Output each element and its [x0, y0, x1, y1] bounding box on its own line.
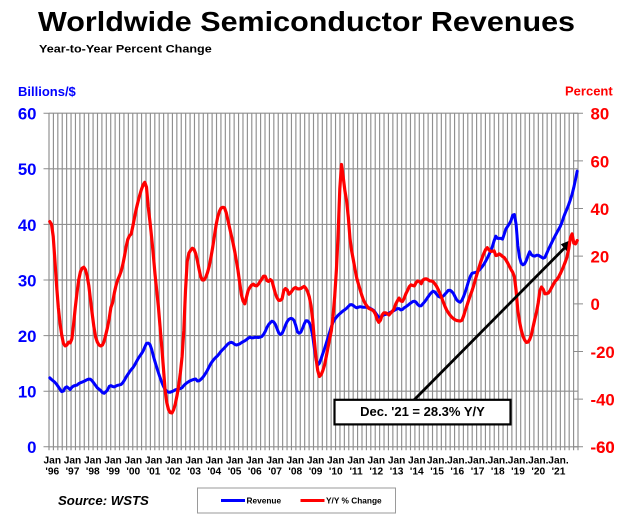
svg-text:'19: '19 — [511, 466, 525, 477]
svg-text:Dec. '21 = 28.3% Y/Y: Dec. '21 = 28.3% Y/Y — [360, 404, 485, 419]
svg-text:80: 80 — [591, 105, 610, 124]
svg-text:'11: '11 — [349, 466, 363, 477]
svg-text:'10: '10 — [329, 466, 343, 477]
svg-text:10: 10 — [18, 383, 37, 402]
svg-text:Worldwide Semiconductor Revenu: Worldwide Semiconductor Revenues — [38, 8, 575, 38]
svg-text:-60: -60 — [591, 438, 615, 457]
svg-text:Jan.: Jan. — [427, 455, 448, 466]
svg-text:Year-to-Year Percent Change: Year-to-Year Percent Change — [39, 42, 212, 55]
svg-text:'16: '16 — [450, 466, 464, 477]
svg-text:Jan: Jan — [44, 455, 62, 466]
svg-text:Jan: Jan — [226, 455, 244, 466]
svg-text:'98: '98 — [86, 466, 100, 477]
svg-text:Jan.: Jan. — [488, 455, 509, 466]
svg-text:'04: '04 — [207, 466, 221, 477]
svg-text:Jan: Jan — [206, 455, 224, 466]
svg-text:Jan: Jan — [64, 455, 82, 466]
svg-text:'15: '15 — [430, 466, 444, 477]
svg-text:Jan: Jan — [368, 455, 386, 466]
svg-text:'21: '21 — [552, 466, 566, 477]
svg-text:Jan.: Jan. — [548, 455, 569, 466]
svg-text:Y/Y % Change: Y/Y % Change — [326, 496, 382, 506]
svg-text:'00: '00 — [126, 466, 140, 477]
svg-text:'12: '12 — [369, 466, 383, 477]
svg-text:'07: '07 — [268, 466, 282, 477]
svg-text:Jan.: Jan. — [528, 455, 549, 466]
svg-text:'01: '01 — [147, 466, 161, 477]
svg-text:Jan: Jan — [408, 455, 426, 466]
svg-text:'99: '99 — [106, 466, 120, 477]
svg-text:-60: -60 — [591, 438, 615, 457]
svg-text:Jan: Jan — [185, 455, 203, 466]
svg-text:40: 40 — [18, 216, 37, 235]
svg-text:Jan.: Jan. — [447, 455, 468, 466]
svg-text:'05: '05 — [228, 466, 242, 477]
svg-text:Jan: Jan — [266, 455, 284, 466]
svg-text:30: 30 — [18, 271, 37, 290]
svg-text:Revenue: Revenue — [247, 496, 282, 506]
svg-text:50: 50 — [18, 160, 37, 179]
svg-text:Source: WSTS: Source: WSTS — [58, 493, 149, 508]
svg-text:Jan: Jan — [388, 455, 406, 466]
svg-text:-40: -40 — [591, 391, 615, 410]
svg-text:'02: '02 — [167, 466, 181, 477]
svg-text:'18: '18 — [491, 466, 505, 477]
svg-text:60: 60 — [591, 152, 610, 171]
svg-text:Jan: Jan — [125, 455, 143, 466]
svg-text:Jan: Jan — [287, 455, 305, 466]
svg-text:Jan: Jan — [104, 455, 122, 466]
svg-text:Jan: Jan — [84, 455, 102, 466]
svg-text:40: 40 — [591, 200, 610, 219]
svg-text:'97: '97 — [66, 466, 80, 477]
svg-text:20: 20 — [18, 327, 37, 346]
svg-text:0: 0 — [591, 295, 600, 314]
svg-text:Jan: Jan — [307, 455, 325, 466]
svg-text:'17: '17 — [471, 466, 485, 477]
svg-text:Jan: Jan — [327, 455, 345, 466]
svg-text:Jan.: Jan. — [508, 455, 529, 466]
svg-text:'20: '20 — [531, 466, 545, 477]
svg-text:-20: -20 — [591, 343, 615, 362]
svg-text:Jan: Jan — [165, 455, 183, 466]
svg-text:Jan.: Jan. — [467, 455, 488, 466]
svg-text:'08: '08 — [288, 466, 302, 477]
svg-text:Jan: Jan — [145, 455, 163, 466]
svg-text:'13: '13 — [390, 466, 404, 477]
svg-text:Percent: Percent — [565, 84, 613, 99]
svg-text:'96: '96 — [45, 466, 59, 477]
svg-text:0: 0 — [27, 438, 36, 457]
svg-text:'09: '09 — [309, 466, 323, 477]
svg-text:'06: '06 — [248, 466, 262, 477]
svg-text:60: 60 — [18, 105, 37, 124]
svg-text:20: 20 — [591, 248, 610, 267]
svg-text:Jan: Jan — [347, 455, 365, 466]
svg-text:'03: '03 — [187, 466, 201, 477]
svg-text:Jan: Jan — [246, 455, 264, 466]
svg-text:Billions/$: Billions/$ — [18, 84, 77, 99]
svg-text:'14: '14 — [410, 466, 424, 477]
